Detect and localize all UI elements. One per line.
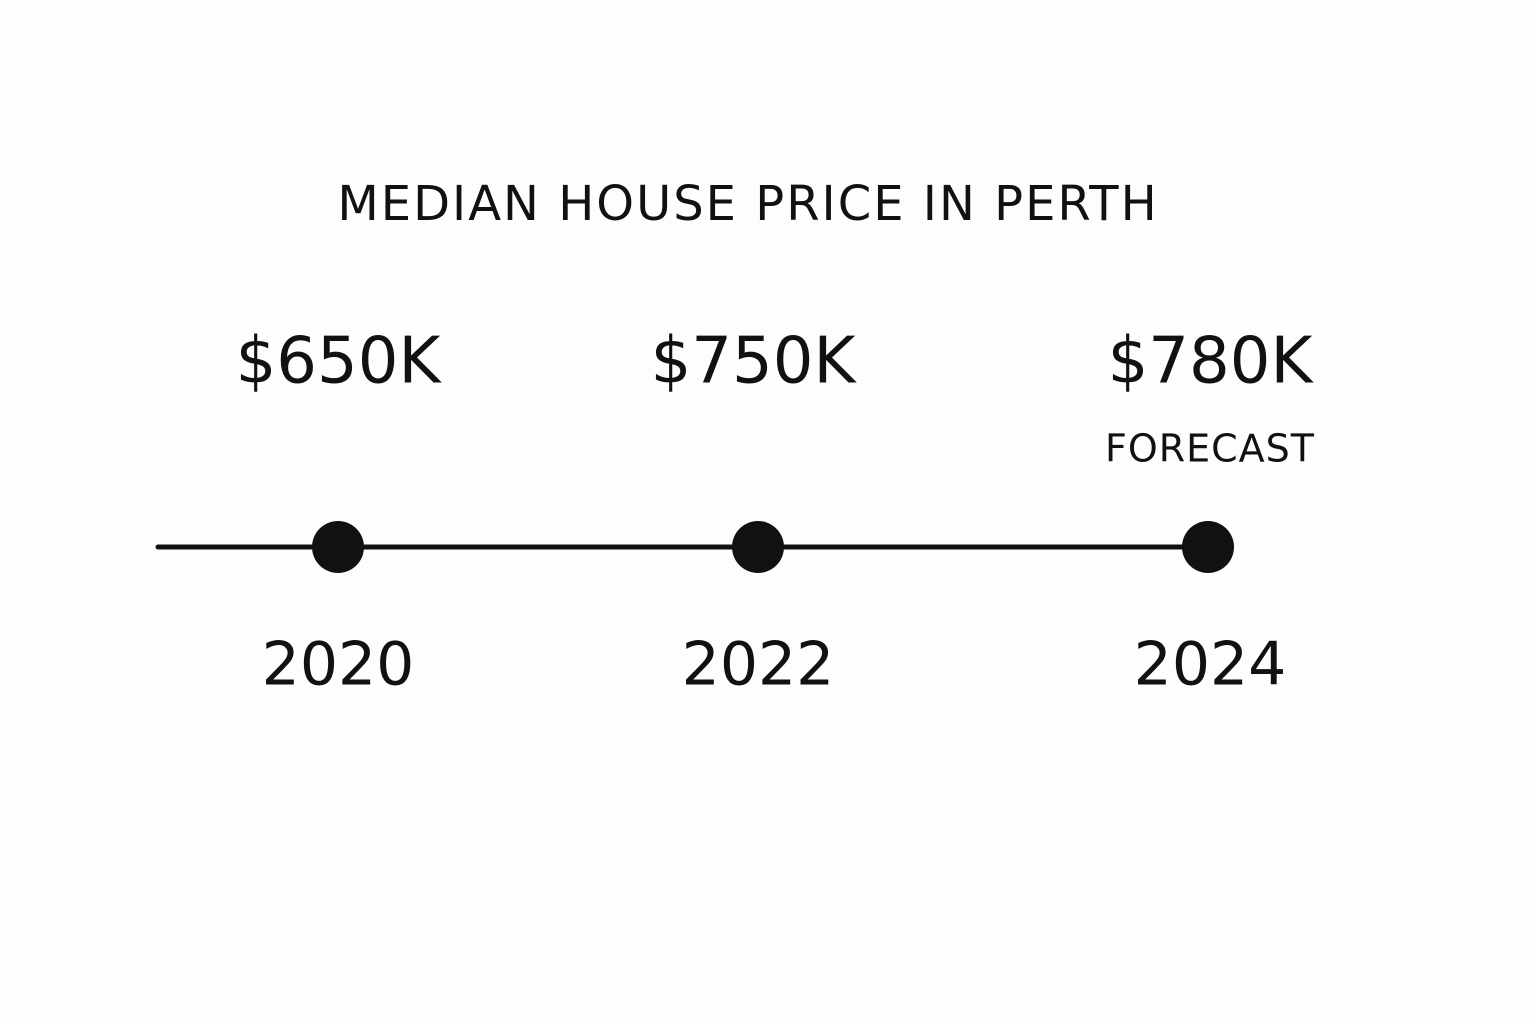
price-label: $650K: [236, 325, 443, 399]
title: MEDIAN HOUSE PRICE IN PERTH: [337, 176, 1158, 232]
price-label: $780K: [1108, 325, 1315, 399]
year-label: 2024: [1134, 630, 1287, 700]
year-label: 2020: [262, 630, 415, 700]
price-label: $750K: [651, 325, 858, 399]
timeline-dot: [1182, 521, 1234, 573]
timeline-dot: [732, 521, 784, 573]
year-label: 2022: [682, 630, 835, 700]
forecast-note: FORECAST: [1105, 427, 1315, 471]
timeline-dot: [312, 521, 364, 573]
